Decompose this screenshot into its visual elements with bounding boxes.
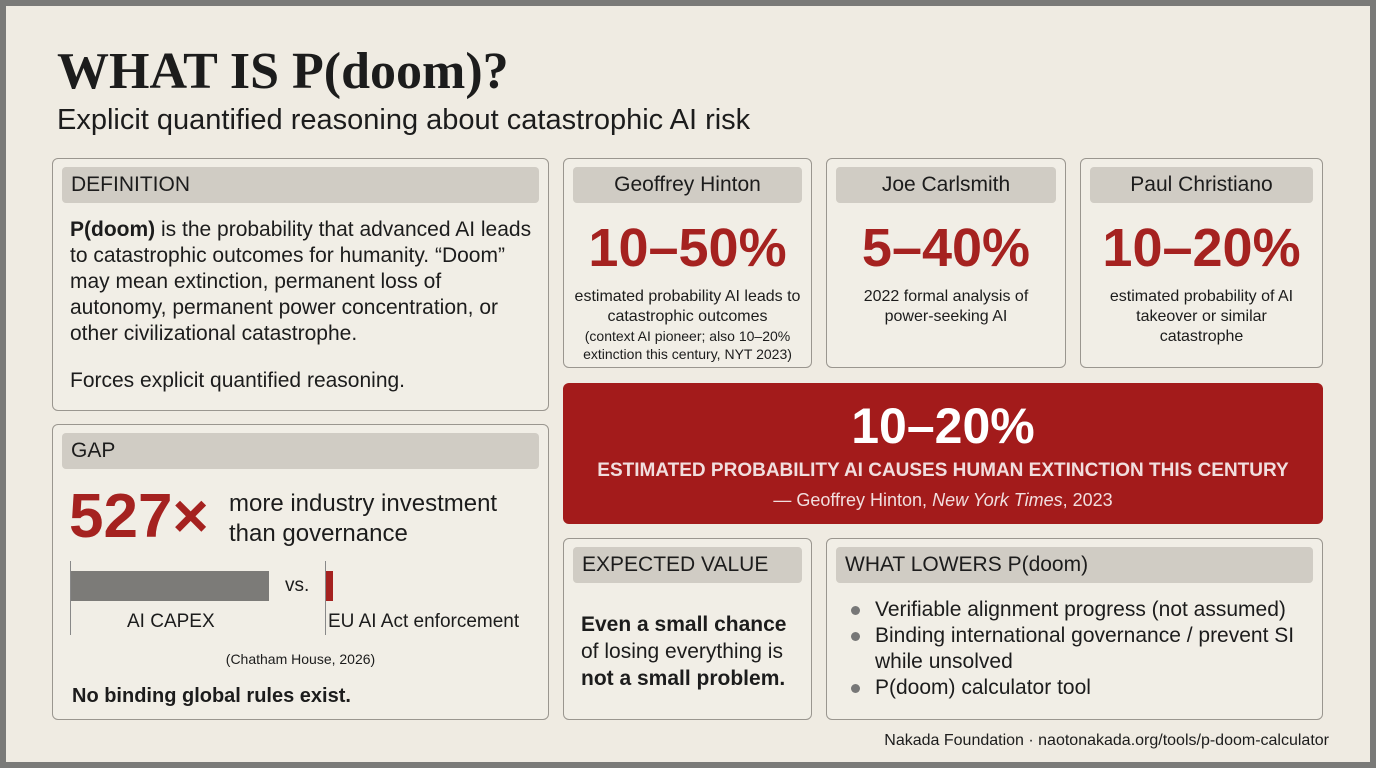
estimate-text: estimated probability AI leads to catast…: [574, 288, 801, 325]
expected-value-card: EXPECTED VALUE Even a small chance of los…: [563, 538, 812, 720]
card-heading: GAP: [62, 433, 539, 469]
versus: vs.: [285, 575, 310, 596]
range: 10–20%: [1102, 218, 1301, 278]
list-item: Binding international governance / preve…: [827, 623, 1307, 675]
lowers-card: WHAT LOWERS P(doom) Verifiable alignment…: [826, 538, 1323, 720]
card-heading: DEFINITION: [62, 167, 539, 203]
card-heading: Paul Christiano: [1090, 167, 1313, 203]
definition-card: DEFINITION P(doom) is the probability th…: [52, 158, 549, 411]
footer: Nakada Foundation · naotonakada.org/tool…: [884, 732, 1329, 749]
estimate-text: estimated probability of AI takeover or …: [1109, 288, 1294, 345]
expected-value-text: Even a small chance of losing everything …: [581, 611, 786, 692]
estimate-card: Paul Christiano 10–20% estimated probabi…: [1080, 158, 1323, 368]
end: not a small problem.: [581, 667, 786, 690]
middle: of losing everything is: [581, 640, 783, 663]
axis: [70, 561, 71, 635]
enforcement-bar: [326, 571, 333, 601]
right-label: EU AI Act enforcement: [328, 611, 520, 632]
multiplier: 527×: [69, 482, 209, 551]
note: Forces explicit quantified reasoning.: [70, 369, 406, 392]
axis: [325, 561, 326, 635]
banner: 10–20% ESTIMATED PROBABILITY AI CAUSES H…: [563, 383, 1323, 524]
year: , 2023: [1062, 490, 1113, 510]
card-heading: WHAT LOWERS P(doom): [836, 547, 1313, 583]
list-item: P(doom) calculator tool: [827, 675, 1307, 701]
context: (context AI pioneer; also 10–20% extinct…: [583, 328, 792, 362]
lead: Even a small chance: [581, 613, 787, 636]
definition-body: is the probability that advanced AI lead…: [70, 218, 532, 345]
term: P(doom): [70, 218, 156, 241]
source: (Chatham House, 2026): [225, 651, 376, 667]
publication: New York Times: [932, 490, 1063, 510]
banner-statement: ESTIMATED PROBABILITY AI CAUSES HUMAN EX…: [597, 460, 1289, 481]
list-item: Verifiable alignment progress (not assum…: [827, 597, 1307, 623]
card-heading: Geoffrey Hinton: [573, 167, 802, 203]
definition-text: P(doom) is the probability that advanced…: [70, 217, 535, 347]
range: 10–50%: [588, 218, 787, 278]
subtitle: Explicit quantified reasoning about cata…: [57, 104, 751, 136]
gap-card: GAP 527× more industry investment than g…: [52, 424, 549, 720]
conclusion: No binding global rules exist.: [72, 685, 351, 707]
banner-range: 10–20%: [851, 398, 1035, 454]
gap-text: more industry investment than governance: [229, 490, 498, 547]
card-heading: Joe Carlsmith: [836, 167, 1056, 203]
estimate-text: 2022 formal analysis of power-seeking AI: [863, 288, 1029, 325]
title: WHAT IS P(doom)?: [57, 43, 509, 100]
estimate-card: Geoffrey Hinton 10–50% estimated probabi…: [563, 158, 812, 368]
capex-bar: [71, 571, 269, 601]
lowers-list: Verifiable alignment progress (not assum…: [827, 597, 1307, 701]
range: 5–40%: [861, 218, 1031, 278]
left-label: AI CAPEX: [127, 611, 215, 632]
author: — Geoffrey Hinton,: [773, 490, 928, 510]
card-heading: EXPECTED VALUE: [573, 547, 802, 583]
banner-source: — Geoffrey Hinton, New York Times, 2023: [563, 490, 1323, 511]
estimate-card: Joe Carlsmith 5–40% 2022 formal analysis…: [826, 158, 1066, 368]
